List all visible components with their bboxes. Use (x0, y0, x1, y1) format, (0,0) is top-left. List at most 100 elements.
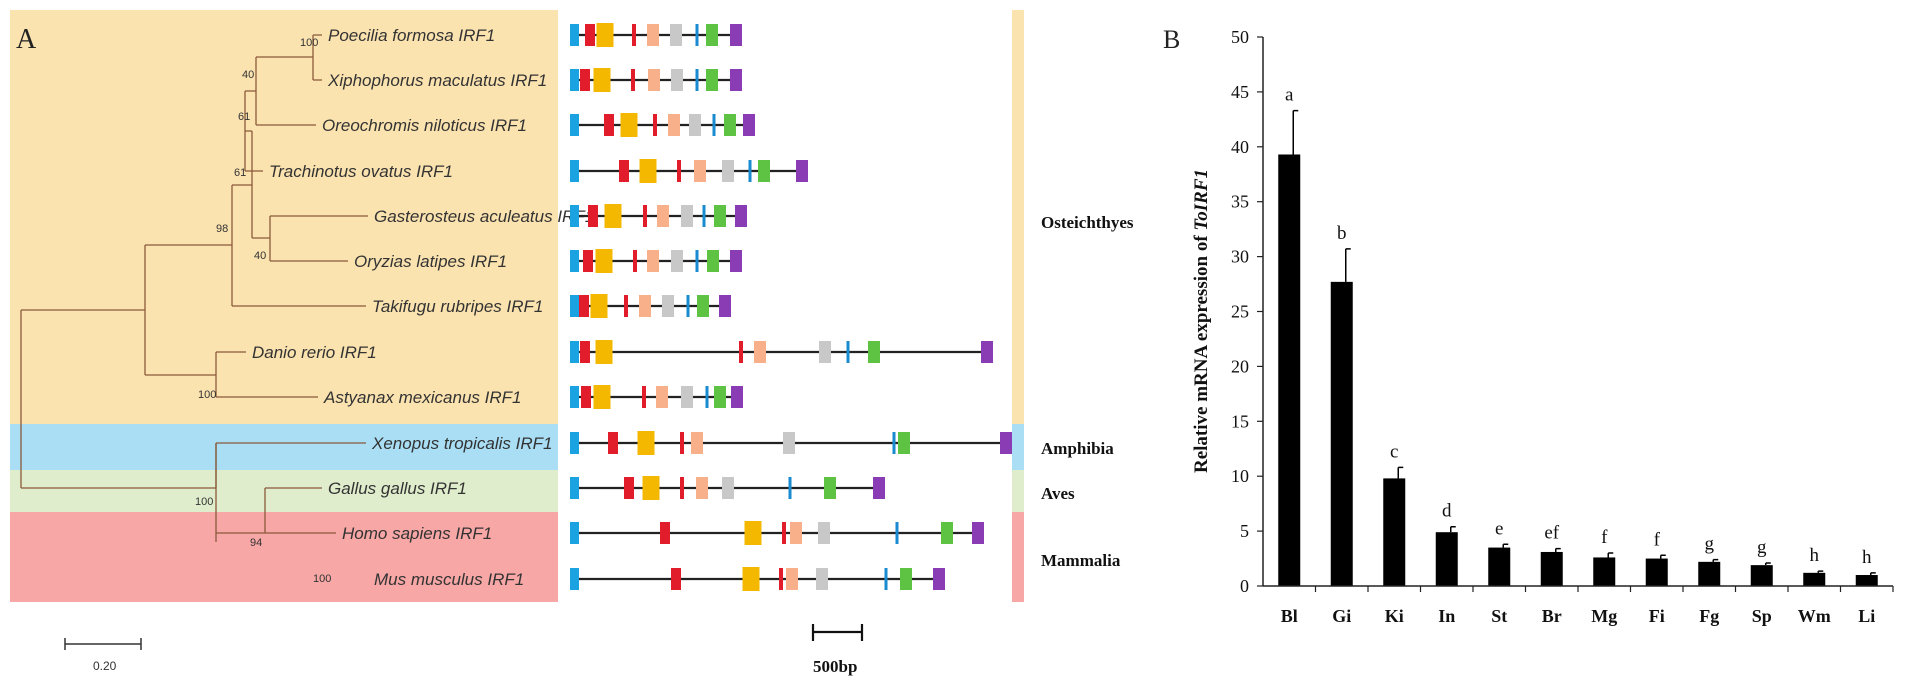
exon-6 (681, 205, 693, 227)
y-tick-label: 25 (1231, 302, 1249, 322)
exon-4 (739, 341, 743, 363)
exon-2 (581, 386, 591, 408)
exon-7 (846, 341, 850, 363)
bootstrap-label: 100 (198, 389, 216, 401)
exon-2 (624, 477, 634, 499)
exon-9 (730, 24, 742, 46)
exon-7 (748, 160, 752, 182)
gene-structure-row (570, 385, 743, 409)
band-aves (10, 470, 558, 512)
significance-label: f (1654, 529, 1661, 550)
exon-6 (722, 160, 734, 182)
exon-5 (668, 114, 680, 136)
exon-3 (744, 521, 762, 545)
exon-5 (648, 69, 660, 91)
exon-9 (719, 295, 731, 317)
exon-5 (647, 24, 659, 46)
gene-structure-row (570, 340, 993, 364)
exon-3 (595, 340, 613, 364)
exon-1 (570, 69, 579, 91)
gene-scale-bar: 500bp (811, 624, 864, 676)
y-tick-label: 50 (1231, 27, 1249, 47)
taxon-label: Takifugu rubripes IRF1 (372, 297, 543, 316)
x-tick-label: In (1438, 606, 1455, 626)
stripe-osteichthyes (1012, 10, 1024, 424)
exon-8 (900, 568, 912, 590)
gene-structure-row (570, 476, 885, 500)
group-bands (10, 10, 1024, 602)
exon-4 (642, 386, 646, 408)
bar-Gi (1330, 281, 1353, 586)
taxon-label: Homo sapiens IRF1 (342, 524, 492, 543)
group-label-amphibia: Amphibia (1041, 439, 1114, 458)
exon-3 (742, 567, 760, 591)
taxon-label: Poecilia formosa IRF1 (328, 26, 495, 45)
exon-4 (680, 477, 684, 499)
taxon-label: Mus musculus IRF1 (374, 570, 524, 589)
y-tick-label: 15 (1231, 411, 1249, 431)
exon-1 (570, 160, 579, 182)
error-bar (1712, 558, 1719, 562)
bars-layer: a b c d e ef f f g g h h (1278, 85, 1878, 586)
x-tick-label: Sp (1752, 606, 1772, 626)
error-bar (1502, 543, 1509, 548)
error-bar (1817, 570, 1824, 573)
exon-9 (735, 205, 747, 227)
exon-8 (758, 160, 770, 182)
bootstrap-label: 98 (216, 223, 228, 235)
exon-6 (689, 114, 701, 136)
exon-7 (686, 295, 690, 317)
x-tick-label: Wm (1798, 606, 1831, 626)
tree-scale-bar: 0.20 (64, 638, 142, 673)
y-axis-label-gene: ToIRF1 (1191, 169, 1212, 231)
taxon-label: Trachinotus ovatus IRF1 (269, 162, 453, 181)
taxon-label: Oryzias latipes IRF1 (354, 252, 507, 271)
exon-2 (660, 522, 670, 544)
group-label-osteichthyes: Osteichthyes (1041, 213, 1134, 232)
exon-2 (671, 568, 681, 590)
taxon-label: Oreochromis niloticus IRF1 (322, 116, 527, 135)
exon-2 (579, 295, 589, 317)
error-bar (1450, 525, 1456, 533)
group-labels: Osteichthyes Amphibia Aves Mammalia (1041, 213, 1134, 570)
exon-7 (702, 205, 706, 227)
exon-8 (714, 205, 726, 227)
exon-5 (657, 205, 669, 227)
exon-2 (585, 24, 595, 46)
stripe-aves (1012, 470, 1024, 512)
exon-6 (681, 386, 693, 408)
significance-label: ef (1544, 523, 1559, 544)
bootstrap-label: 61 (234, 167, 246, 179)
exon-9 (796, 160, 808, 182)
exon-2 (580, 341, 590, 363)
exon-3 (604, 204, 622, 228)
exon-4 (643, 205, 647, 227)
band-osteichthyes (10, 10, 558, 424)
exon-6 (783, 432, 795, 454)
gene-structure-row (570, 23, 742, 47)
exon-5 (786, 568, 798, 590)
significance-label: g (1705, 534, 1715, 555)
gene-structure-row (570, 68, 742, 92)
exon-9 (972, 522, 984, 544)
x-tick-label: Li (1858, 606, 1875, 626)
exon-1 (570, 205, 579, 227)
x-tick-label: Gi (1332, 606, 1351, 626)
taxon-label: Xiphophorus maculatus IRF1 (327, 71, 547, 90)
gene-structure-row (570, 567, 945, 591)
exon-9 (873, 477, 885, 499)
exon-4 (782, 522, 786, 544)
exon-4 (624, 295, 628, 317)
exon-6 (671, 250, 683, 272)
bootstrap-label: 94 (250, 537, 262, 549)
exon-7 (695, 69, 699, 91)
bar-In (1435, 532, 1458, 586)
bootstrap-label: 61 (238, 111, 250, 123)
bar-Li (1855, 575, 1878, 586)
exon-3 (590, 294, 608, 318)
bootstrap-label: 100 (195, 496, 213, 508)
error-bar (1292, 109, 1299, 155)
exon-5 (754, 341, 766, 363)
exon-8 (697, 295, 709, 317)
